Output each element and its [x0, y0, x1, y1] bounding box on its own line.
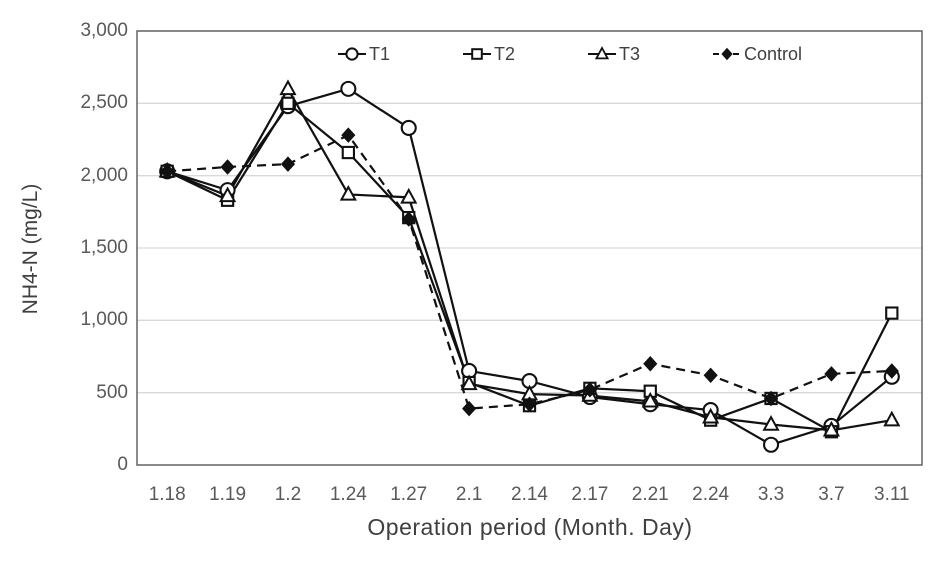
- y-tick-label: 1,000: [80, 309, 128, 331]
- triangle-marker: [279, 79, 297, 96]
- triangle-marker: [702, 407, 720, 424]
- x-tick-label: 1.2: [274, 484, 302, 505]
- x-tick-label: 2.24: [692, 484, 730, 505]
- triangle-marker: [883, 410, 901, 427]
- legend-label: T1: [369, 43, 391, 64]
- diamond-marker: [401, 211, 416, 227]
- x-tick-label: 1.24: [329, 484, 367, 505]
- y-tick-label: 2,000: [80, 164, 128, 186]
- y-tick-label: 0: [117, 454, 128, 475]
- diamond-marker: [643, 355, 658, 372]
- triangle-marker: [822, 420, 841, 437]
- diamond-legend-icon: [713, 47, 741, 61]
- x-tick-label: 3.3: [757, 484, 785, 505]
- y-axis-title: NH4-N (mg/L): [19, 183, 42, 315]
- triangle-marker: [641, 391, 659, 408]
- x-tick-label: 1.27: [390, 484, 428, 505]
- x-tick-label: 2.21: [631, 484, 669, 505]
- diamond-marker: [522, 396, 537, 412]
- circle-marker: [340, 80, 357, 97]
- circle-legend-icon: [338, 47, 366, 61]
- square-marker: [341, 145, 355, 160]
- legend-item-control: Control: [712, 43, 802, 65]
- diamond-marker: [280, 156, 296, 172]
- legend-item-t2: T2: [462, 43, 515, 65]
- triangle-marker: [218, 186, 237, 203]
- square-marker: [885, 306, 899, 320]
- x-axis-title: Operation period (Month. Day): [367, 514, 693, 540]
- triangle-marker: [762, 415, 780, 431]
- diamond-marker: [763, 390, 779, 407]
- diamond-marker: [462, 400, 477, 417]
- x-tick-label: 2.17: [571, 484, 609, 505]
- triangle-marker: [400, 187, 418, 204]
- square-legend-icon: [463, 48, 491, 60]
- diamond-marker: [582, 382, 597, 398]
- y-tick-label: 500: [96, 381, 128, 403]
- diamond-marker: [703, 367, 718, 384]
- y-tick-label: 1,500: [80, 237, 128, 258]
- plot-frame: [136, 30, 923, 466]
- square-marker: [281, 96, 295, 110]
- y-tick-label: 2,500: [80, 92, 128, 114]
- triangle-legend-icon: [588, 46, 616, 60]
- x-tick-label: 1.18: [148, 484, 186, 505]
- y-tick-label: 3,000: [80, 20, 128, 41]
- circle-marker: [762, 436, 780, 453]
- x-tick-label: 2.1: [455, 484, 483, 505]
- legend-label: T3: [619, 43, 641, 64]
- diamond-marker: [160, 163, 175, 180]
- circle-marker: [400, 119, 417, 136]
- triangle-marker: [339, 184, 357, 201]
- triangle-marker: [460, 374, 478, 391]
- x-tick-label: 2.14: [511, 484, 548, 505]
- legend-label: Control: [744, 43, 803, 64]
- legend-label: T2: [494, 43, 516, 64]
- x-tick-label: 3.11: [874, 484, 910, 505]
- legend-item-t3: T3: [587, 43, 640, 65]
- diamond-marker: [220, 159, 235, 175]
- legend-item-t1: T1: [337, 43, 390, 65]
- x-tick-label: 3.7: [818, 484, 845, 505]
- diamond-marker: [824, 366, 839, 382]
- x-tick-label: 1.19: [209, 484, 247, 505]
- diamond-marker: [341, 127, 356, 143]
- diamond-marker: [884, 363, 899, 379]
